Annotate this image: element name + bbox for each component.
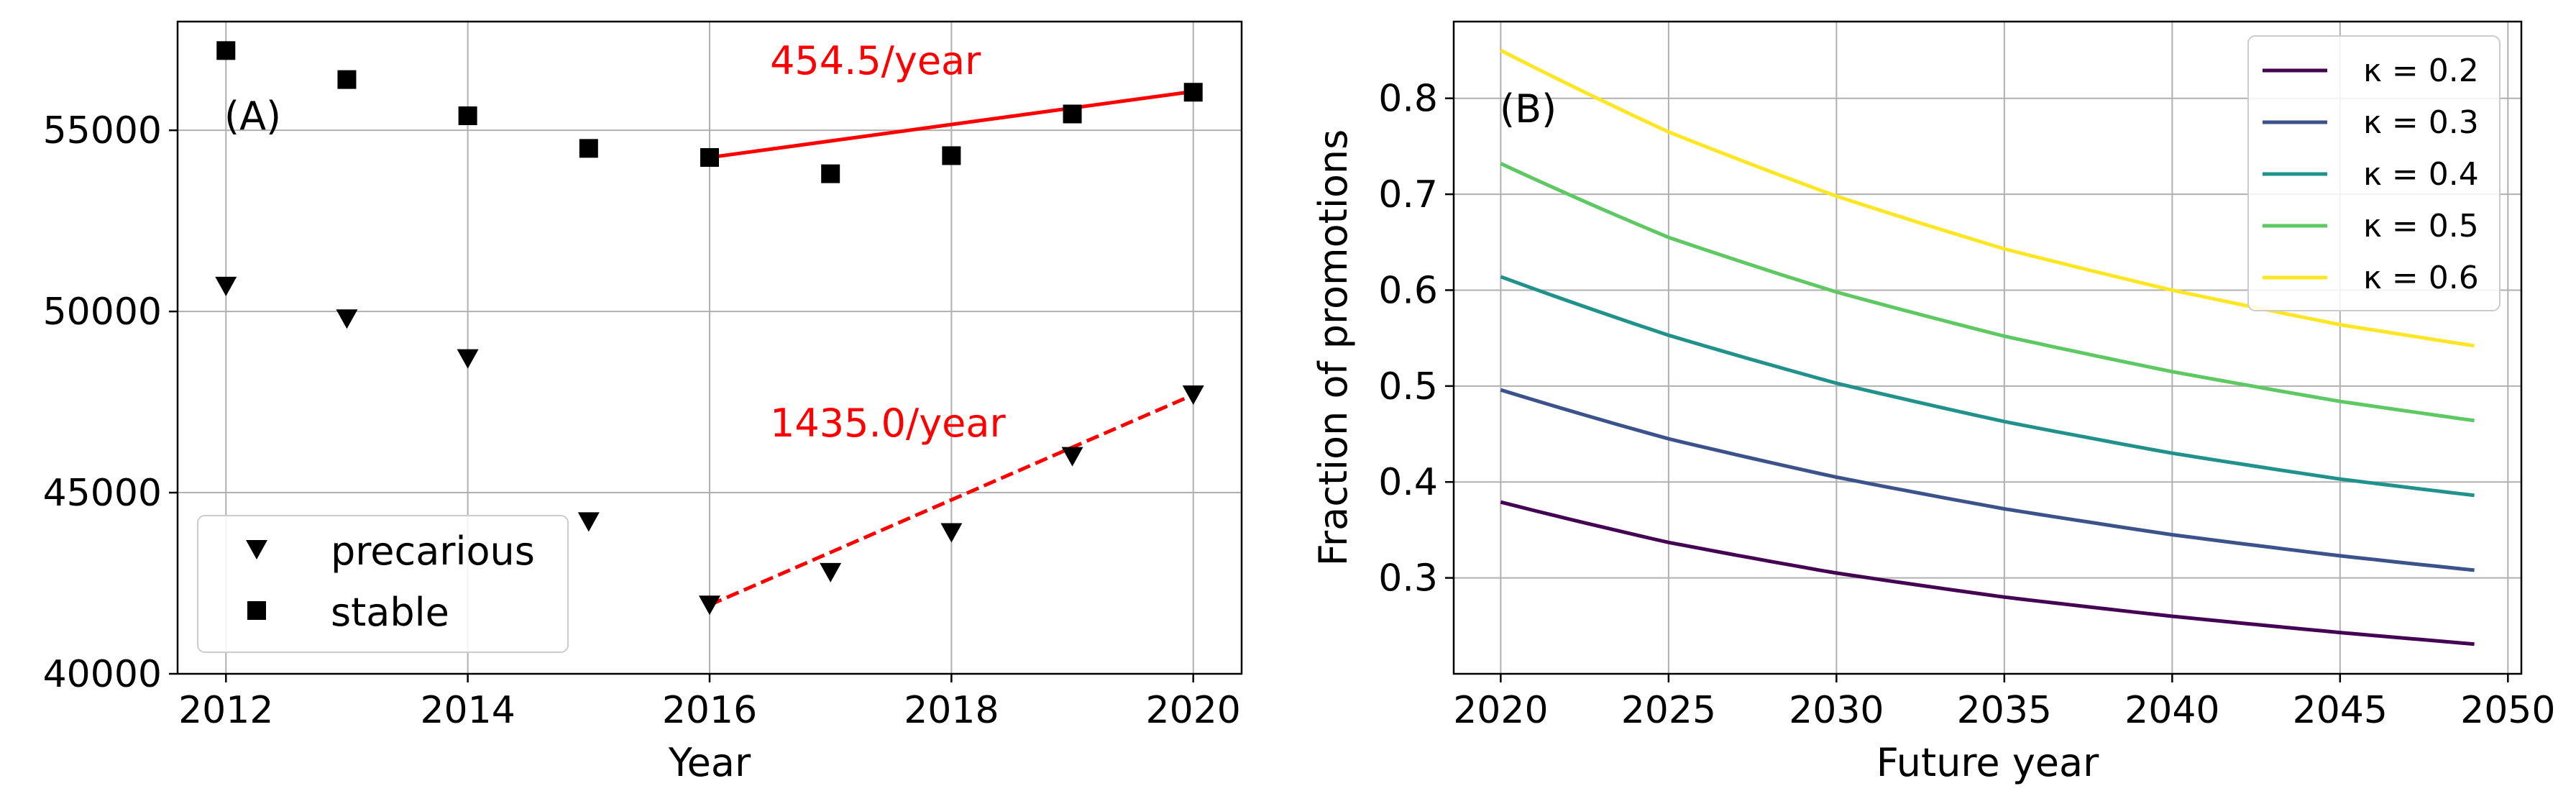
panel-label: (A): [224, 93, 281, 139]
point-stable: [821, 164, 840, 183]
x-tick-label: 2012: [178, 689, 273, 732]
point-precarious: [940, 523, 963, 543]
y-tick-label: 40000: [43, 653, 162, 696]
point-stable: [1063, 104, 1082, 124]
point-precarious: [336, 309, 358, 329]
panel-b-line-chart: 2020 2025 2030 2035 2040 2045 2050 0.3 0.4 0.5 0.6…: [1311, 20, 2555, 785]
y-tick-label: 0.5: [1378, 365, 1438, 408]
legend: precarious stable: [197, 515, 569, 653]
x-tick-label: 2014: [420, 689, 515, 732]
point-stable: [337, 70, 357, 89]
x-tick-label: 2050: [2460, 689, 2555, 732]
y-tick-label: 0.3: [1378, 557, 1438, 600]
legend-label-kappa-1: κ = 0.3: [2363, 104, 2479, 141]
legend-label-kappa-4: κ = 0.6: [2363, 260, 2479, 296]
x-tick-label: 2018: [904, 689, 999, 732]
legend-marker-precarious: [246, 540, 267, 559]
point-stable: [1183, 83, 1203, 102]
legend-marker-stable: [247, 601, 266, 620]
trend-line-stable: [709, 89, 1194, 160]
point-precarious: [215, 276, 237, 296]
legend-label-kappa-2: κ = 0.4: [2363, 156, 2479, 193]
point-precarious: [699, 595, 720, 616]
legend-box: [197, 515, 569, 653]
x-tick-label: 2035: [1957, 689, 2052, 732]
y-tick-label: 55000: [43, 109, 162, 152]
series-line-kappa-4: [1500, 48, 2475, 348]
legend-box: [2247, 35, 2501, 311]
point-precarious: [820, 562, 842, 582]
legend: κ = 0.2 κ = 0.3 κ = 0.4 κ = 0.5 κ = 0.6: [2247, 35, 2501, 311]
slope-annotation: 454.5/year: [770, 38, 981, 83]
panel-label: (B): [1500, 86, 1557, 132]
point-stable: [579, 139, 598, 158]
x-tick-label: 2045: [2293, 689, 2388, 732]
y-tick-label: 0.7: [1378, 173, 1438, 216]
point-precarious: [1182, 385, 1204, 406]
x-tick-label: 2040: [2124, 689, 2219, 732]
point-stable: [458, 106, 477, 126]
x-tick-label: 2016: [662, 689, 757, 732]
y-tick-label: 50000: [43, 291, 162, 334]
y-tick-label: 0.6: [1378, 269, 1438, 312]
point-precarious: [1061, 447, 1083, 467]
x-axis-title: Future year: [1876, 740, 2099, 785]
x-axis-title: Year: [668, 740, 751, 785]
series-line-kappa-2: [1500, 275, 2475, 498]
x-tick-label: 2030: [1789, 689, 1884, 732]
panel-a-scatter-chart: 2012 2014 2016 2018 2020 40000 45000 50000 55000…: [43, 20, 1243, 785]
plot-frame: [1452, 20, 2523, 675]
point-stable: [942, 146, 961, 165]
trend-line-precarious: [709, 393, 1194, 607]
legend-label-precarious: precarious: [331, 529, 535, 574]
series-line-kappa-1: [1500, 388, 2475, 572]
point-precarious: [457, 349, 479, 369]
y-tick-label: 0.8: [1378, 78, 1438, 121]
x-tick-label: 2025: [1621, 689, 1716, 732]
y-axis-title: Fraction of promotions: [1311, 129, 1356, 566]
series-line-kappa-3: [1500, 162, 2475, 423]
legend-label-kappa-3: κ = 0.5: [2363, 208, 2479, 244]
slope-annotation: 1435.0/year: [770, 401, 1006, 446]
x-tick-label: 2020: [1146, 689, 1241, 732]
point-stable: [216, 41, 236, 60]
point-stable: [700, 147, 719, 167]
y-tick-label: 45000: [43, 472, 162, 515]
point-precarious: [577, 512, 600, 532]
x-tick-label: 2020: [1453, 689, 1548, 732]
y-tick-label: 0.4: [1378, 461, 1438, 504]
series-line-kappa-0: [1500, 500, 2475, 646]
legend-label-stable: stable: [331, 590, 449, 635]
legend-label-kappa-0: κ = 0.2: [2363, 52, 2479, 89]
